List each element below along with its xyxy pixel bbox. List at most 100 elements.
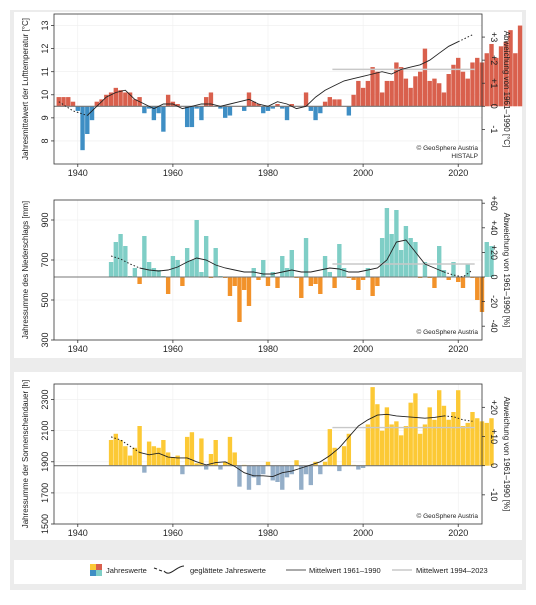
bar-1995 — [337, 99, 341, 106]
bar-1967 — [204, 97, 208, 106]
bar-1953 — [137, 426, 141, 466]
bar-2006 — [389, 81, 393, 106]
x-tick-label: 1960 — [163, 168, 183, 178]
bar-1972 — [228, 106, 232, 115]
y-tick-label: 500 — [40, 292, 50, 307]
y-tick-label: 9 — [40, 115, 50, 120]
bar-1972 — [228, 437, 232, 466]
bar-1981 — [271, 466, 275, 481]
bar-1961 — [175, 260, 179, 277]
bar-1990 — [313, 106, 317, 120]
x-tick-label: 1960 — [163, 344, 183, 354]
legend-swatch-teal — [96, 570, 102, 576]
y-tick-label: 900 — [40, 212, 50, 227]
bar-1956 — [152, 268, 156, 277]
y-tick-label: 1700 — [40, 483, 50, 503]
bar-1974 — [237, 277, 241, 322]
y-right-axis-label: Abweichung von 1961–1990 [°C] — [502, 31, 511, 148]
bar-2014 — [428, 407, 432, 465]
bar-1998 — [351, 95, 355, 107]
bar-1976 — [247, 466, 251, 490]
bar-1965 — [194, 220, 198, 277]
y-tick-label: 10 — [40, 90, 50, 100]
y-right-tick-label: +60 — [489, 196, 499, 211]
bar-1985 — [290, 250, 294, 277]
bar-1940 — [76, 106, 80, 111]
y-right-tick-label: -1 — [489, 125, 499, 133]
bar-1994 — [332, 277, 336, 288]
bar-1962 — [180, 466, 184, 475]
bar-1992 — [323, 256, 327, 277]
bar-1996 — [342, 268, 346, 277]
bar-2015 — [432, 79, 436, 107]
credit-text: © GeoSphere Austria — [416, 328, 478, 336]
bar-2011 — [413, 76, 417, 106]
y-right-axis-label: Abweichung von 1961–1990 [%] — [502, 213, 511, 328]
legend-swatch-blue — [90, 570, 96, 576]
bar-1954 — [142, 106, 146, 113]
legend-ref-label: Mittelwert 1961–1990 — [309, 566, 381, 575]
bar-1983 — [280, 466, 284, 490]
bar-1950 — [123, 92, 127, 106]
bar-2016 — [437, 246, 441, 277]
bar-2006 — [389, 234, 393, 277]
y-tick-label: 1500 — [40, 514, 50, 534]
bar-1951 — [128, 456, 132, 466]
bar-1969 — [214, 440, 218, 466]
x-tick-label: 2020 — [448, 528, 468, 538]
bar-1953 — [137, 277, 141, 284]
y-right-tick-label: -40 — [489, 320, 499, 333]
bar-2022 — [466, 264, 470, 277]
bar-2010 — [408, 88, 412, 106]
bar-1966 — [199, 272, 203, 277]
bar-1966 — [199, 106, 203, 120]
bar-2021 — [461, 426, 465, 466]
bar-1975 — [242, 277, 246, 290]
y-tick-label: 2100 — [40, 421, 50, 441]
bar-1991 — [318, 277, 322, 294]
x-tick-label: 1960 — [163, 528, 183, 538]
x-tick-label: 1940 — [68, 528, 88, 538]
y-tick-label: 300 — [40, 332, 50, 347]
bar-1950 — [123, 446, 127, 465]
legend-swatch-yellow — [90, 564, 96, 570]
bar-1990 — [313, 277, 317, 284]
bar-1979 — [261, 466, 265, 475]
bar-1972 — [228, 277, 232, 296]
bar-1949 — [118, 90, 122, 106]
y-right-tick-label: +20 — [489, 400, 499, 415]
bar-1936 — [57, 97, 61, 106]
bar-1993 — [328, 97, 332, 106]
bar-1969 — [214, 248, 218, 277]
y-right-tick-label: +40 — [489, 220, 499, 235]
bar-1992 — [323, 102, 327, 107]
bar-2024 — [475, 418, 479, 465]
bar-1976 — [247, 277, 251, 306]
bar-1964 — [190, 106, 194, 127]
bar-1986 — [294, 460, 298, 465]
bar-1981 — [271, 272, 275, 277]
bar-2004 — [380, 238, 384, 277]
bar-2009 — [404, 426, 408, 466]
bar-1991 — [318, 106, 322, 113]
bar-2012 — [418, 434, 422, 466]
bar-2002 — [370, 387, 374, 466]
bar-1941 — [80, 106, 84, 150]
bar-1937 — [61, 97, 65, 106]
bar-2022 — [466, 79, 470, 107]
bar-2026 — [485, 242, 489, 277]
bar-2032 — [513, 53, 517, 106]
bar-1993 — [328, 429, 332, 466]
bar-1939 — [71, 102, 75, 107]
bar-2009 — [404, 226, 408, 277]
bar-1973 — [233, 277, 237, 286]
bar-1980 — [266, 462, 270, 466]
y-tick-label: 700 — [40, 252, 50, 267]
bar-1958 — [161, 440, 165, 466]
bar-2003 — [375, 404, 379, 465]
x-tick-label: 1940 — [68, 168, 88, 178]
legend-recent-label: Mittelwert 1994–2023 — [416, 566, 488, 575]
bar-1967 — [204, 466, 208, 470]
